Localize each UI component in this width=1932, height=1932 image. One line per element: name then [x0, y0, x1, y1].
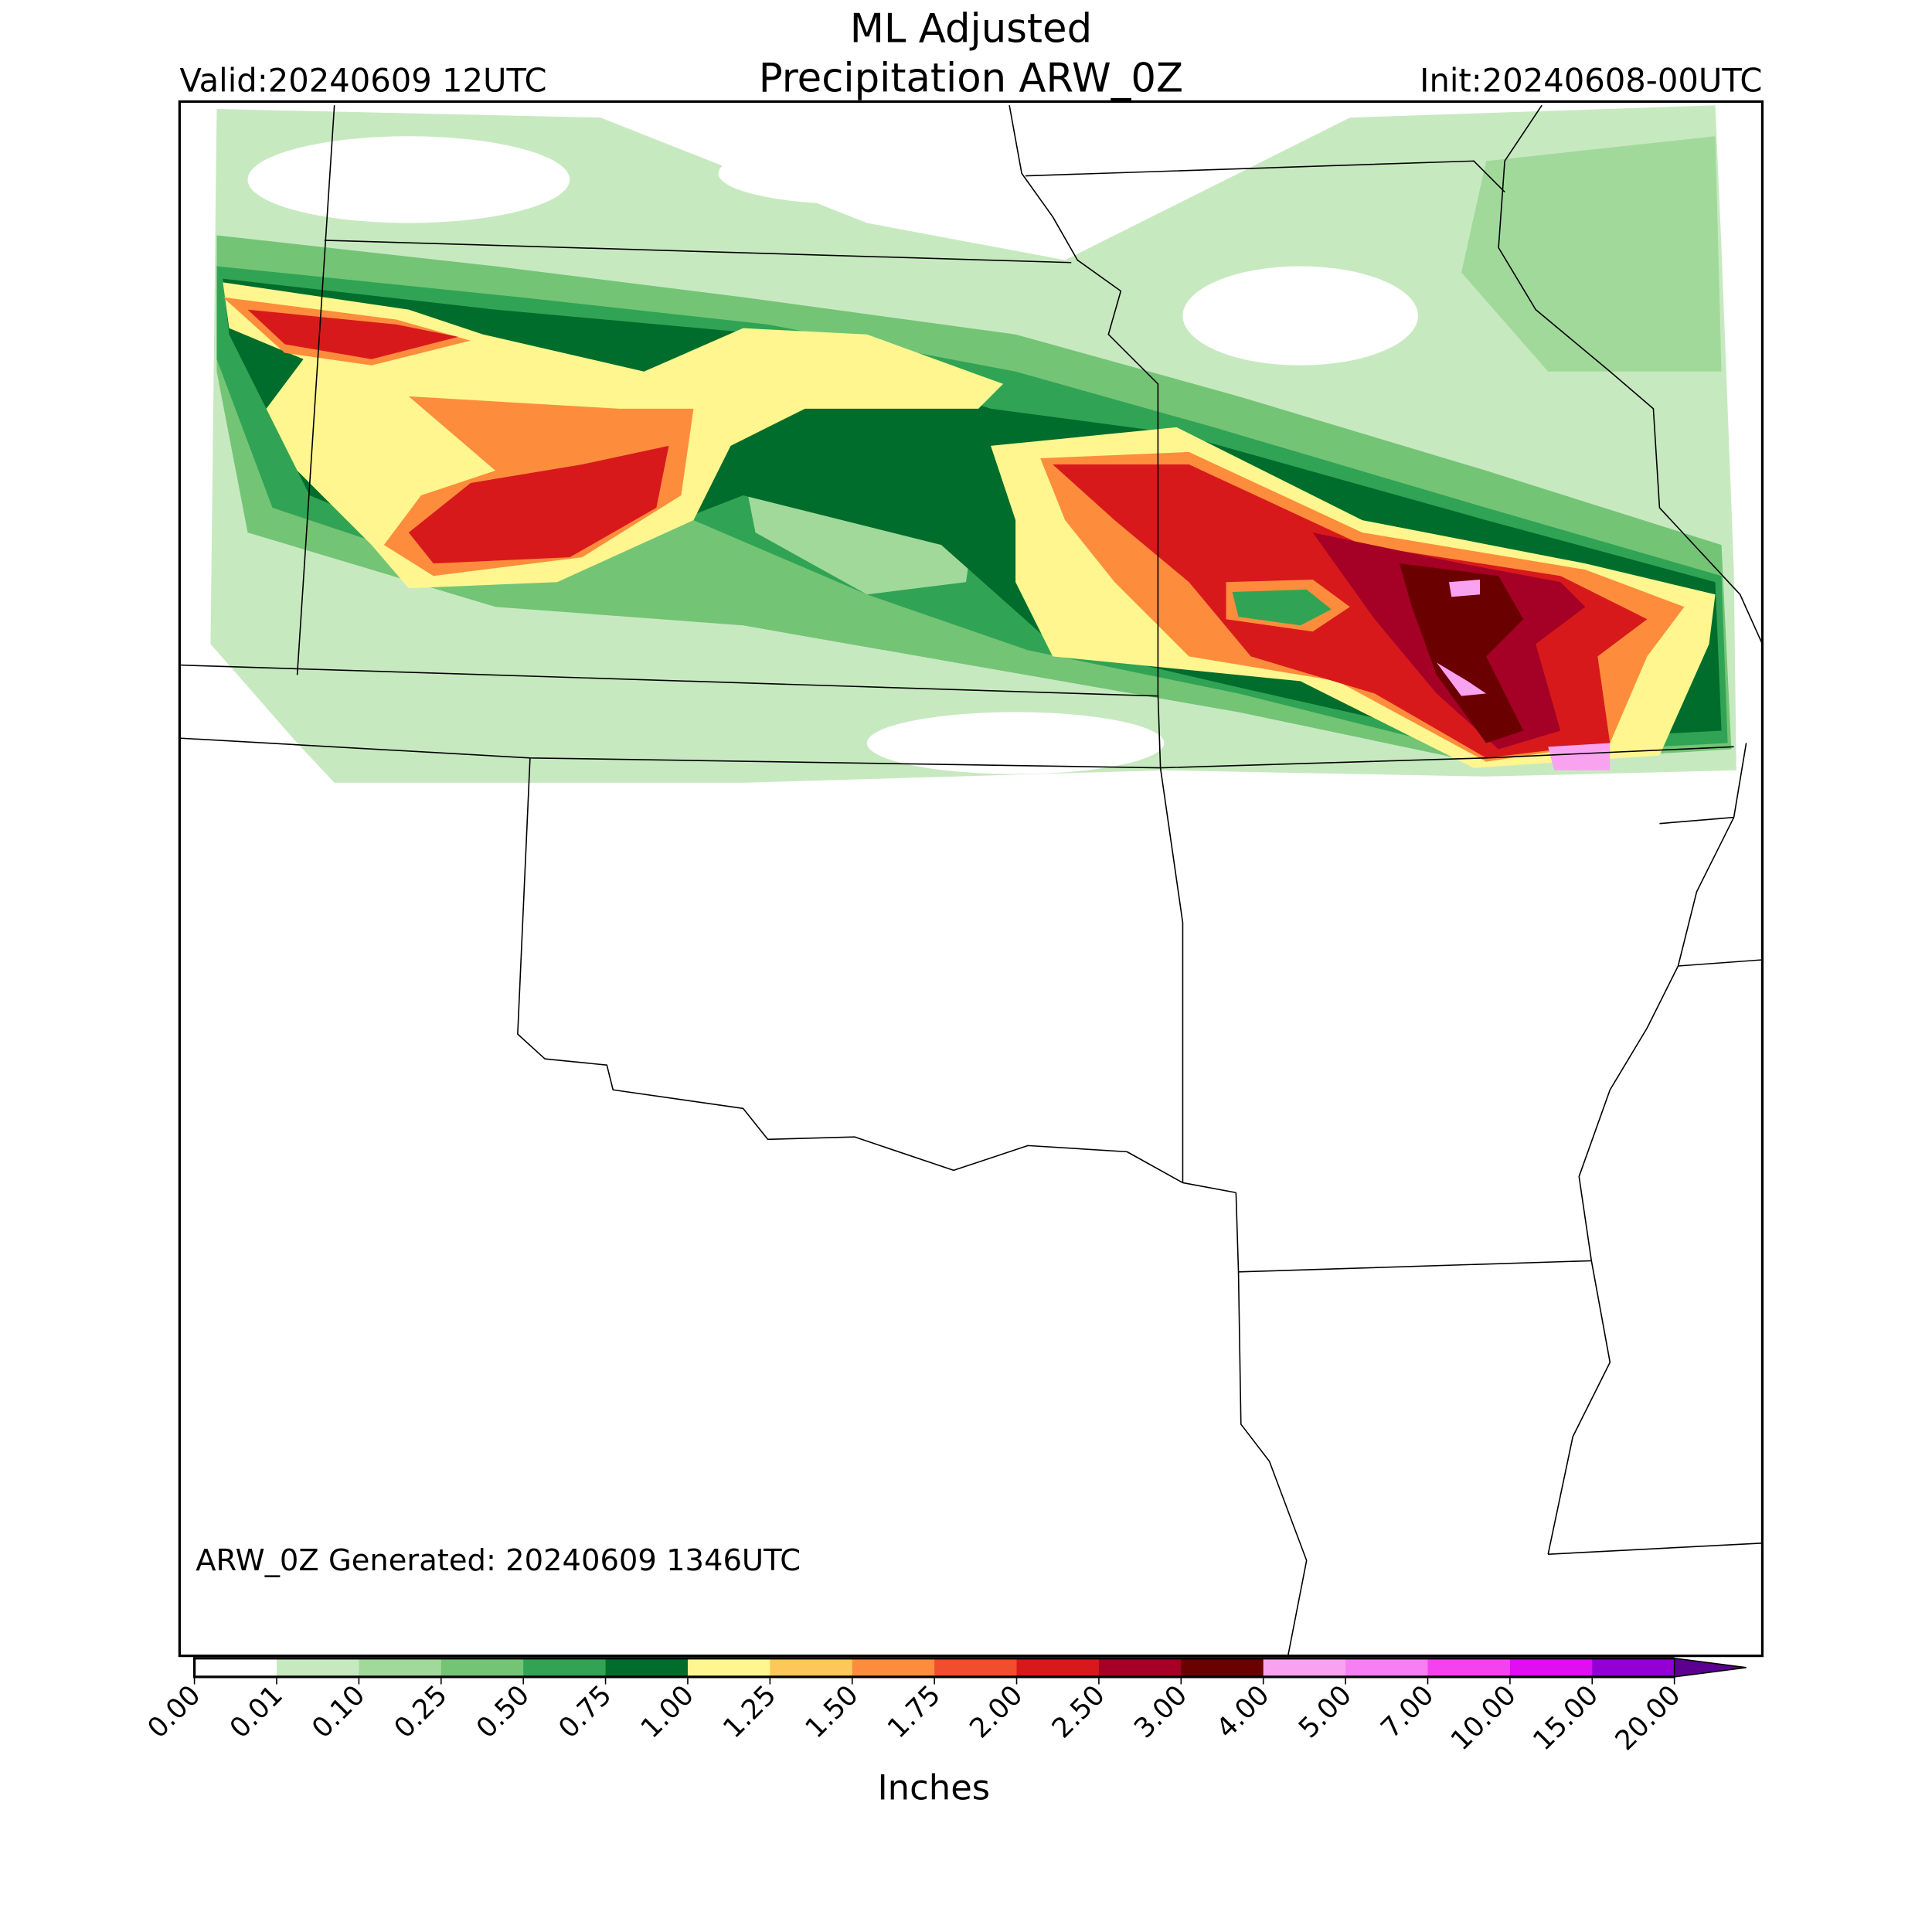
color-bin	[1345, 1658, 1428, 1677]
precip-field	[210, 105, 1736, 783]
color-bin	[1098, 1658, 1182, 1677]
generated-note: ARW_0Z Generated: 20240609 1346UTC	[196, 1543, 801, 1578]
color-bin	[276, 1658, 359, 1677]
init-time: Init:20240608-00UTC	[1420, 62, 1762, 100]
color-bin	[359, 1658, 442, 1677]
tick-label: 15.00	[1527, 1679, 1604, 1757]
tick-label: 0.75	[553, 1679, 617, 1744]
tick-label: 1.75	[882, 1679, 947, 1744]
color-bin	[687, 1658, 770, 1677]
color-bin	[194, 1658, 277, 1677]
tick-label: 0.00	[141, 1679, 206, 1744]
tick-label: 0.01	[223, 1679, 288, 1744]
state-borders	[179, 104, 1763, 1656]
color-bin	[1427, 1658, 1511, 1677]
tick-label: 1.25	[717, 1679, 782, 1744]
tick-label: 2.00	[964, 1679, 1029, 1744]
color-bin	[523, 1658, 607, 1677]
map	[179, 104, 1763, 1656]
tick-label: 3.00	[1128, 1679, 1193, 1744]
valid-time: Valid:20240609 12UTC	[179, 62, 546, 100]
title: Precipitation ARW_0Z	[759, 56, 1183, 102]
color-bin	[605, 1658, 689, 1677]
color-bin	[1263, 1658, 1346, 1677]
tick-label: 1.00	[634, 1679, 699, 1744]
map-frame	[178, 100, 1764, 1658]
title: ML Adjusted	[850, 5, 1092, 52]
tick-label: 0.25	[388, 1679, 453, 1744]
color-bin	[1181, 1658, 1264, 1677]
color-bin	[852, 1658, 935, 1677]
color-bin	[1592, 1658, 1675, 1677]
tick-label: 5.00	[1293, 1679, 1358, 1744]
color-bin	[1509, 1658, 1593, 1677]
colorbar-label: Inches	[877, 1767, 990, 1808]
color-bin	[1016, 1658, 1100, 1677]
colorbar: 0.00 0.01 0.10 0.25 0.50 0.75 1.00 1.25 1.50 1.75…	[141, 1657, 1747, 1757]
tick-label: 10.00	[1445, 1679, 1522, 1757]
tick-label: 0.50	[471, 1679, 536, 1744]
color-bin	[440, 1658, 524, 1677]
color-bin	[770, 1658, 853, 1677]
color-bin	[934, 1658, 1018, 1677]
extend-arrow	[1673, 1657, 1747, 1678]
tick-label: 0.10	[306, 1679, 371, 1744]
tick-label: 7.00	[1375, 1679, 1440, 1744]
tick-label: 2.50	[1046, 1679, 1111, 1744]
tick-label: 4.00	[1210, 1679, 1275, 1744]
tick-label: 1.50	[799, 1679, 864, 1744]
tick-label: 20.00	[1609, 1679, 1686, 1757]
